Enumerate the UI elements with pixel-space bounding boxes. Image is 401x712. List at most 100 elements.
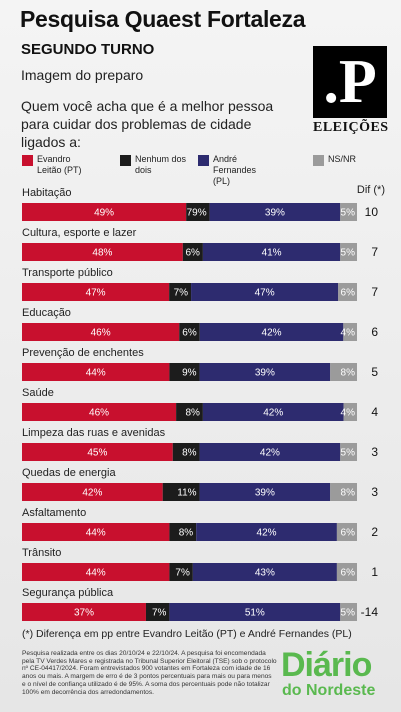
- bar-segment: [343, 323, 357, 341]
- legend-swatch: [120, 155, 131, 166]
- value-label: 8%: [341, 368, 356, 379]
- value-label: 8%: [185, 408, 200, 419]
- bar-segment: [22, 483, 163, 501]
- bar-segment: [340, 603, 357, 621]
- value-label: 5%: [341, 608, 356, 619]
- bar-segment: [169, 563, 193, 581]
- value-label: 5%: [341, 208, 356, 219]
- value-label: 51%: [245, 608, 265, 619]
- bar-segment: [199, 483, 331, 501]
- bar-segment: [172, 443, 200, 461]
- bar-segment: [22, 323, 180, 341]
- bar-segment: [340, 243, 357, 261]
- bar-segment: [199, 443, 341, 461]
- bar-segment: [202, 243, 341, 261]
- value-label: 42%: [257, 528, 277, 539]
- value-label: 44%: [86, 568, 106, 579]
- bar-segment: [22, 283, 170, 301]
- legend-swatch: [198, 155, 209, 166]
- bar-segment: [145, 603, 170, 621]
- bar-segment: [192, 563, 337, 581]
- bar-segment: [196, 523, 337, 541]
- bar-segment: [22, 523, 170, 541]
- bar-segment: [162, 483, 200, 501]
- value-label: 4%: [341, 408, 356, 419]
- bar-segment: [199, 363, 331, 381]
- value-label: 11%: [177, 488, 196, 499]
- bar-segment: [22, 403, 177, 421]
- value-label: 7%: [152, 608, 167, 619]
- legend-swatch: [313, 155, 324, 166]
- diff-value: 4: [371, 405, 378, 419]
- value-label: 39%: [265, 208, 285, 219]
- value-label: 44%: [86, 528, 106, 539]
- brand: do Nordeste: [282, 682, 376, 699]
- diff-header: Dif (*): [357, 184, 385, 196]
- value-label: 6%: [341, 568, 356, 579]
- value-label: 4%: [341, 328, 356, 339]
- bar-segment: [340, 203, 357, 221]
- value-label: 5%: [341, 248, 356, 259]
- value-label: 7%: [174, 288, 189, 299]
- diff-value: 1: [371, 565, 378, 579]
- bar-segment: [336, 523, 357, 541]
- bar-segment: [169, 603, 341, 621]
- value-label: 48%: [92, 248, 112, 259]
- diff-value: 5: [371, 365, 378, 379]
- value-label: 44%: [86, 368, 106, 379]
- category-label: Trânsito: [22, 547, 61, 559]
- value-label: 7%: [175, 568, 190, 579]
- category-label: Asfaltamento: [22, 507, 86, 519]
- value-label: 8%: [182, 448, 197, 459]
- legend-swatch: [22, 155, 33, 166]
- category-label: Habitação: [22, 187, 72, 199]
- value-label: 42%: [262, 328, 282, 339]
- logo-mark: .P: [313, 46, 387, 118]
- bar-segment: [22, 243, 183, 261]
- value-label: 42%: [263, 408, 283, 419]
- question: Quem você acha que é a melhor pessoa par…: [21, 98, 274, 150]
- value-label: 6%: [341, 528, 356, 539]
- bar-segment: [202, 403, 344, 421]
- bar-segment: [336, 563, 357, 581]
- bar-segment: [169, 283, 192, 301]
- diff-value: -14: [361, 605, 379, 619]
- bar-segment: [330, 483, 357, 501]
- bar-segment: [182, 243, 203, 261]
- subtitle: SEGUNDO TURNO: [21, 41, 155, 58]
- bar-segment: [186, 203, 210, 221]
- value-label: 5%: [341, 448, 356, 459]
- diff-value: 3: [371, 445, 378, 459]
- value-label: 6%: [182, 328, 197, 339]
- bar-segment: [22, 563, 170, 581]
- diff-value: 10: [365, 205, 379, 219]
- legend-label: André Fernandes (PL): [213, 154, 257, 186]
- value-label: 9%: [182, 368, 197, 379]
- value-label: 45%: [87, 448, 107, 459]
- bar-segment: [169, 363, 200, 381]
- bar-segment: [179, 323, 200, 341]
- bar-segment: [340, 443, 357, 461]
- bar-segment: [22, 603, 146, 621]
- value-label: 41%: [262, 248, 282, 259]
- value-label: 39%: [255, 488, 275, 499]
- value-label: 49%: [94, 208, 114, 219]
- value-label: 47%: [86, 288, 106, 299]
- legend-label: NS/NR: [328, 154, 357, 164]
- category-label: Cultura, esporte e lazer: [22, 227, 137, 239]
- logo-label: ELEIÇÕES: [313, 120, 389, 135]
- category-label: Educação: [22, 307, 71, 319]
- value-label: 79%: [187, 208, 207, 219]
- bar-segment: [209, 203, 341, 221]
- value-label: 42%: [82, 488, 102, 499]
- category-label: Quedas de energia: [22, 467, 116, 479]
- brand: Diário: [281, 646, 372, 684]
- category-label: Prevenção de enchentes: [22, 347, 144, 359]
- diff-value: 7: [371, 245, 378, 259]
- category-label: Saúde: [22, 387, 54, 399]
- logo: .P ELEIÇÕES: [313, 46, 389, 136]
- category-label: Segurança pública: [22, 587, 114, 599]
- value-label: 46%: [89, 408, 109, 419]
- value-label: 39%: [255, 368, 275, 379]
